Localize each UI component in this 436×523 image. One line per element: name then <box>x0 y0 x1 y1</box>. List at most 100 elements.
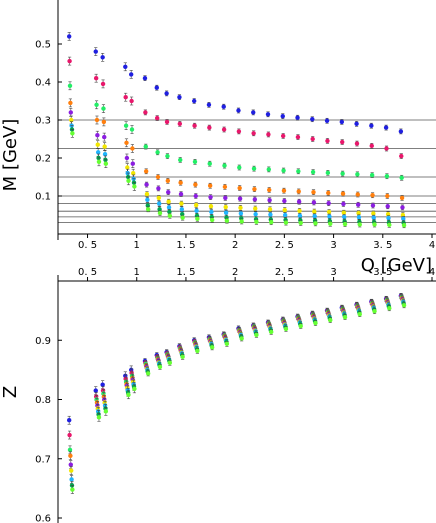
y-tick-label: 0.3 <box>35 116 51 127</box>
data-point <box>177 95 182 100</box>
data-point <box>124 140 129 145</box>
y-tick-label: 0.5 <box>35 40 51 51</box>
data-point <box>166 205 172 210</box>
data-point <box>340 139 345 145</box>
data-point <box>357 222 362 227</box>
data-point <box>328 317 333 323</box>
data-point <box>239 336 244 341</box>
data-point <box>253 206 258 211</box>
data-point <box>96 159 102 164</box>
x-tick-label: 1. 5 <box>176 267 195 278</box>
data-point <box>356 215 362 220</box>
data-point <box>369 172 375 178</box>
data-point <box>180 215 185 220</box>
data-point <box>129 72 134 77</box>
data-point <box>236 129 242 134</box>
data-point <box>94 117 100 123</box>
data-point <box>340 171 345 176</box>
chart-top-m-vs-q: 0. 5 1 1. 5 2 2. 5 3 3. 5 4 0.1 0.2 0.3 0.4 0.5 <box>35 0 436 251</box>
data-point <box>192 123 197 128</box>
data-point <box>131 171 136 176</box>
data-point <box>156 201 162 206</box>
data-point <box>222 163 227 168</box>
data-point <box>178 157 183 163</box>
data-point <box>339 119 345 125</box>
data-point <box>236 108 241 113</box>
data-point <box>282 198 287 204</box>
data-point <box>193 182 198 187</box>
data-point <box>312 209 317 214</box>
data-point <box>221 127 227 132</box>
x-tick-label: 3. 5 <box>373 240 392 251</box>
data-point <box>296 199 302 204</box>
data-point <box>164 119 170 125</box>
y-tick-label: 0.6 <box>35 514 51 523</box>
x-tick-label: 0. 5 <box>78 267 97 278</box>
data-point <box>399 175 404 180</box>
data-point <box>355 172 360 177</box>
y-tick-label: 0.2 <box>35 154 51 165</box>
data-point <box>313 221 318 226</box>
data-point <box>223 210 229 215</box>
data-point <box>94 102 99 108</box>
x-tick-label: 1 <box>134 267 140 278</box>
data-point <box>209 345 215 350</box>
data-point <box>132 386 137 392</box>
data-point <box>66 34 72 39</box>
data-point <box>144 182 149 187</box>
data-point <box>222 184 228 190</box>
data-point <box>298 220 303 226</box>
data-point <box>269 329 274 335</box>
data-point <box>68 468 74 473</box>
data-point <box>327 214 332 219</box>
data-point <box>126 392 131 397</box>
data-point <box>193 193 198 199</box>
data-point <box>296 169 301 174</box>
data-point <box>166 190 171 195</box>
data-point <box>179 207 185 212</box>
data-point <box>280 114 285 119</box>
data-point <box>295 115 300 120</box>
data-point <box>282 212 288 218</box>
data-point <box>130 161 135 166</box>
data-point <box>400 205 405 210</box>
data-point <box>341 201 346 207</box>
data-point <box>155 174 161 180</box>
data-point <box>156 195 161 201</box>
data-point <box>123 64 128 70</box>
data-point <box>326 190 331 196</box>
data-point <box>326 201 331 206</box>
data-point <box>283 326 289 332</box>
data-point <box>103 409 109 414</box>
data-point <box>237 185 242 191</box>
y-tick-label: 0.9 <box>35 336 51 347</box>
data-point <box>178 191 184 197</box>
data-point <box>157 364 163 370</box>
data-point <box>164 91 169 96</box>
data-point <box>96 415 102 420</box>
x-tick-label: 1 <box>134 240 140 251</box>
data-point <box>355 202 361 207</box>
data-point <box>251 110 256 115</box>
data-point <box>239 219 244 224</box>
data-point <box>166 199 171 204</box>
data-point <box>130 146 135 151</box>
data-point <box>155 150 160 155</box>
data-point <box>101 106 106 111</box>
data-point <box>223 195 228 201</box>
data-point <box>143 110 148 115</box>
data-point <box>100 382 105 387</box>
data-point <box>268 212 273 217</box>
data-point <box>387 222 392 228</box>
data-point <box>252 197 258 202</box>
data-point <box>93 388 98 393</box>
y-tick-label: 0.4 <box>35 78 51 89</box>
y-tick-label: 0.1 <box>35 192 51 203</box>
data-point <box>387 306 392 311</box>
bottom-y-axis-label: Z <box>0 386 21 398</box>
data-point <box>123 95 128 100</box>
data-point <box>401 216 406 221</box>
data-point <box>265 112 271 117</box>
data-point <box>369 143 374 149</box>
data-point <box>68 100 73 106</box>
